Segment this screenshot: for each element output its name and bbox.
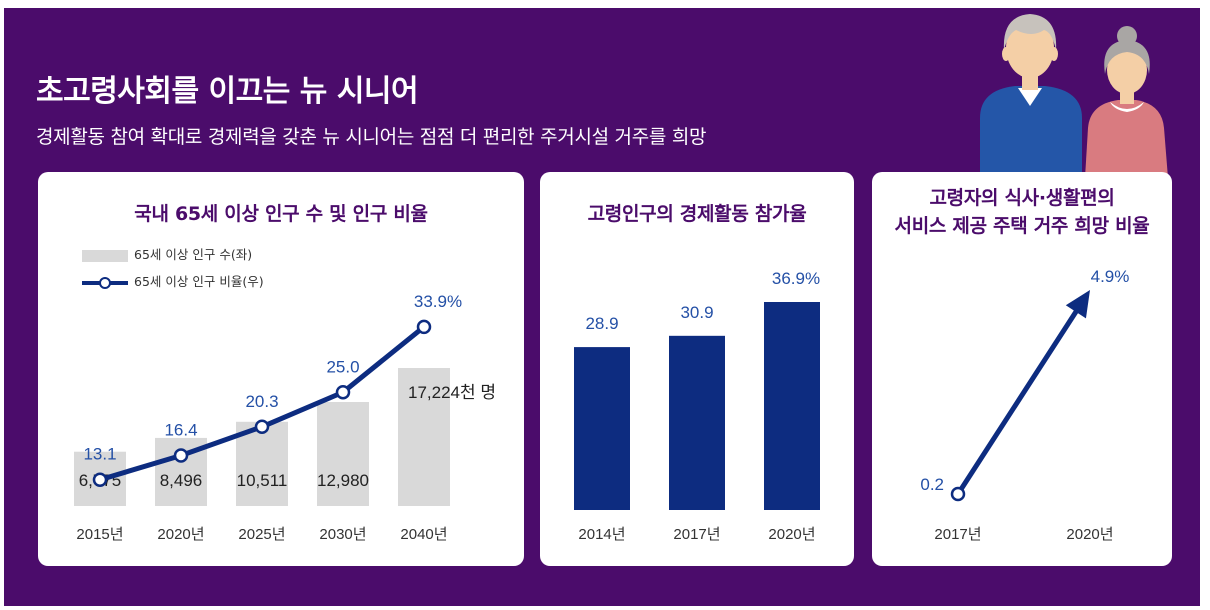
- participation-value-label: 28.9: [585, 314, 618, 333]
- population-chart-title: 국내 65세 이상 인구 수 및 인구 비율: [134, 203, 428, 225]
- ratio-value-label: 25.0: [326, 357, 359, 376]
- population-chart: 6,7752015년8,4962020년10,5112025년12,980203…: [74, 292, 496, 543]
- participation-bar: [764, 302, 820, 510]
- ratio-value-label: 33.9%: [414, 292, 462, 311]
- infographic-canvas: 초고령사회를 이끄는 뉴 시니어 경제활동 참여 확대로 경제력을 갖춘 뉴 시…: [4, 8, 1200, 606]
- page-title: 초고령사회를 이끄는 뉴 시니어: [36, 74, 419, 109]
- legend-item-line: 65세 이상 인구 비율(우): [82, 271, 264, 290]
- participation-bar: [669, 335, 725, 510]
- ratio-point: [335, 385, 351, 400]
- participation-chart: 28.9 2014년 30.9 2017년 36.9% 2020년: [574, 269, 820, 543]
- x-tick-label: 2020년: [157, 526, 204, 543]
- housing-value-label: 0.2: [920, 475, 944, 494]
- population-bar: [317, 402, 369, 506]
- population-legend: 65세 이상 인구 수(좌) 65세 이상 인구 비율(우): [82, 244, 264, 290]
- elderly-couple-icon: [980, 14, 1168, 178]
- legend-line-swatch: [82, 276, 128, 289]
- housing-value-label: 4.9%: [1091, 267, 1130, 286]
- x-tick-label: 2017년: [673, 526, 720, 543]
- participation-chart-card: 고령인구의 경제활동 참가율 28.9 2014년 30.9 2017년 36.9% 20…: [540, 172, 854, 566]
- participation-chart-title: 고령인구의 경제활동 참가율: [587, 203, 807, 225]
- population-value-label: 8,496: [160, 471, 203, 490]
- population-value-label: 17,224천 명: [408, 383, 496, 402]
- participation-value-label: 36.9%: [772, 269, 820, 288]
- housing-line: [955, 307, 1081, 496]
- housing-chart-card: 고령자의 식사·생활편의 서비스 제공 주택 거주 희망 비율 0.2 4.9% 2…: [872, 172, 1172, 566]
- x-tick-label: 2017년: [934, 526, 981, 543]
- housing-point: [950, 486, 966, 502]
- ratio-value-label: 13.1: [83, 445, 116, 464]
- x-tick-label: 2025년: [238, 526, 285, 543]
- population-bar: [236, 421, 288, 506]
- legend-bar-swatch: [82, 249, 128, 262]
- ratio-point: [254, 419, 270, 435]
- population-value-label: 12,980: [317, 471, 369, 490]
- ratio-point: [92, 472, 108, 487]
- population-bar: [398, 368, 450, 506]
- ratio-point: [173, 448, 189, 463]
- ratio-point: [416, 319, 432, 335]
- housing-chart: 0.2 4.9% 2017년 2020년: [920, 267, 1130, 543]
- legend-item-bars: 65세 이상 인구 수(좌): [82, 244, 264, 263]
- participation-bar: [574, 347, 630, 510]
- participation-value-label: 30.9: [680, 303, 713, 322]
- population-value-label: 10,511: [237, 471, 288, 490]
- elderly-man-icon: [980, 14, 1082, 178]
- x-tick-label: 2020년: [1066, 526, 1113, 543]
- arrowhead-icon: [1065, 290, 1090, 319]
- x-tick-label: 2040년: [400, 526, 447, 543]
- population-chart-card: 국내 65세 이상 인구 수 및 인구 비율 65세 이상 인구 수(좌) 65…: [38, 172, 524, 566]
- legend-bar-label: 65세 이상 인구 수(좌): [134, 247, 253, 262]
- housing-chart-title-line2: 서비스 제공 주택 거주 희망 비율: [894, 215, 1150, 237]
- x-tick-label: 2020년: [768, 526, 815, 543]
- housing-chart-title-line1: 고령자의 식사·생활편의: [929, 187, 1115, 209]
- ratio-value-label: 20.3: [245, 392, 278, 411]
- x-tick-label: 2030년: [319, 526, 366, 543]
- legend-line-label: 65세 이상 인구 비율(우): [134, 274, 264, 289]
- x-tick-label: 2014년: [578, 526, 625, 543]
- page-subtitle: 경제활동 참여 확대로 경제력을 갖춘 뉴 시니어는 점점 더 편리한 주거시설…: [36, 126, 707, 148]
- elderly-woman-icon: [1085, 26, 1168, 178]
- x-tick-label: 2015년: [76, 526, 123, 543]
- ratio-value-label: 16.4: [164, 420, 197, 439]
